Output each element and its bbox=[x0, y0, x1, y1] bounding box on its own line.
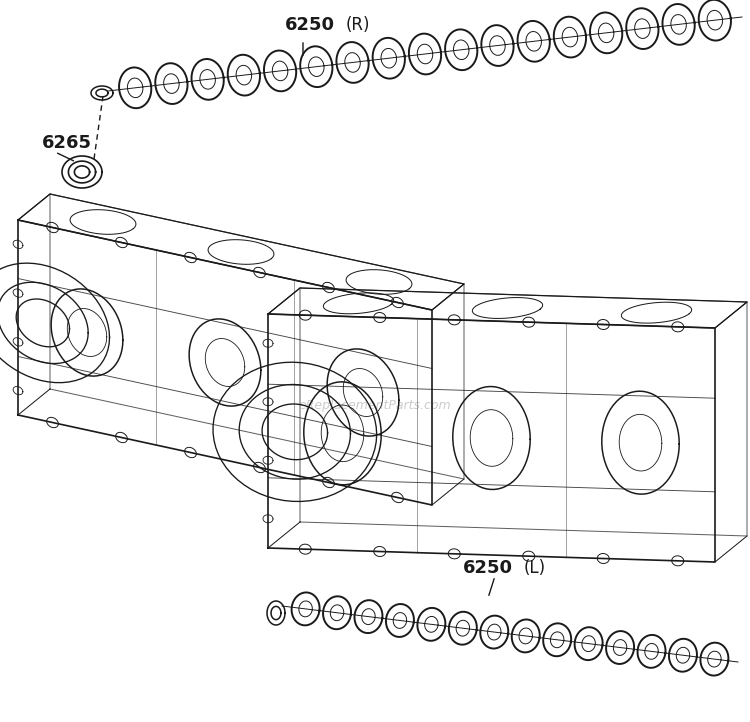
Text: 6265: 6265 bbox=[42, 134, 92, 152]
Text: (R): (R) bbox=[346, 16, 370, 34]
Text: 6250: 6250 bbox=[285, 16, 335, 34]
Text: (L): (L) bbox=[524, 559, 546, 577]
Text: eReplacementParts.com: eReplacementParts.com bbox=[298, 399, 452, 412]
Text: 6250: 6250 bbox=[463, 559, 513, 577]
